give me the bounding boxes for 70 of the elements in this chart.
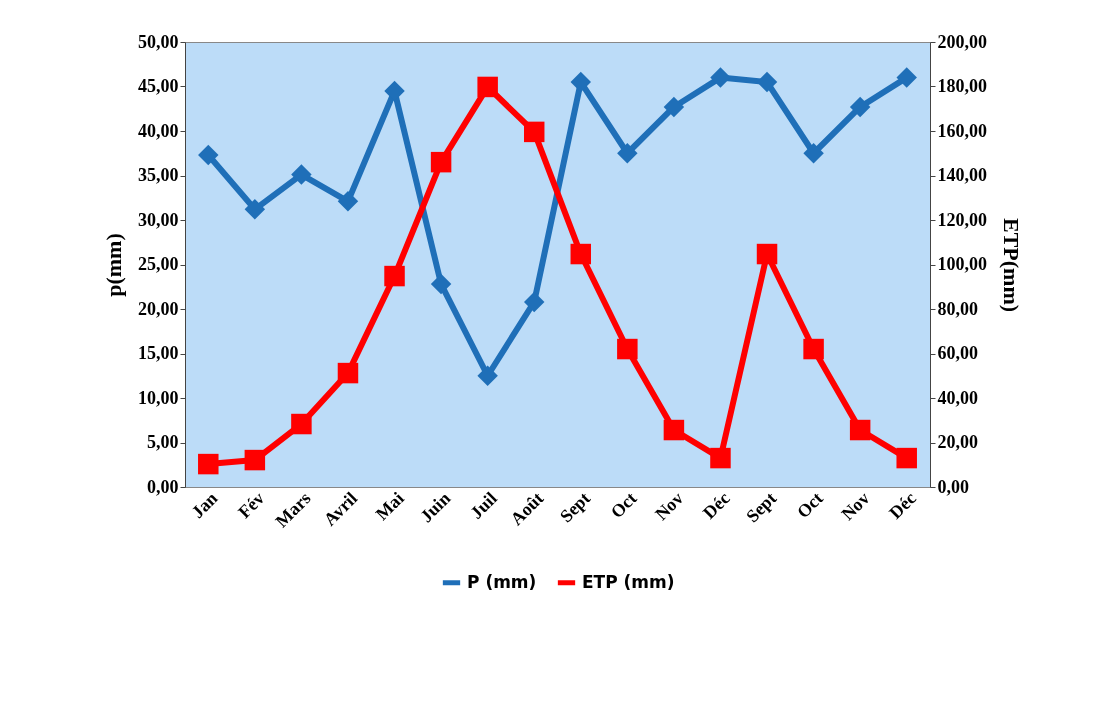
y-axis-title: p(mm) [101, 233, 126, 297]
point [663, 419, 685, 441]
point [477, 365, 498, 386]
x-tick-label: Déc [699, 488, 734, 523]
point [663, 96, 685, 118]
y2-tick-label: 120,00 [937, 209, 987, 230]
point [803, 338, 824, 360]
point [756, 243, 778, 265]
y-tick-label: 30,00 [138, 209, 179, 230]
point [337, 362, 359, 384]
y2-tick-label: 20,00 [937, 432, 978, 452]
x-tick-label: Oct [792, 488, 827, 523]
y-tick-label: 10,00 [138, 387, 179, 408]
x-tick-label: Nov [651, 488, 688, 525]
point [198, 453, 219, 475]
point [570, 243, 592, 265]
y2-tick-label: 40,00 [937, 387, 978, 408]
y-tick-label: 40,00 [138, 120, 179, 141]
legend-label: P (mm) [467, 571, 537, 592]
point [244, 199, 266, 220]
point [523, 291, 545, 313]
y-tick-label: 45,00 [138, 76, 179, 96]
point [337, 191, 359, 212]
y2-tick-label: 180,00 [937, 76, 987, 96]
point [803, 143, 824, 164]
point [523, 121, 545, 143]
point [849, 419, 871, 441]
point [849, 96, 871, 118]
x-tick-label: Déc [885, 488, 920, 523]
x-tick-label: Oct [606, 488, 641, 523]
y-tick-label: 15,00 [138, 343, 179, 363]
x-tick-label: Fév [234, 488, 269, 523]
point [570, 71, 592, 93]
x-tick-label: Juil [466, 488, 501, 523]
x-tick-label: Mai [371, 488, 408, 525]
y2-tick-label: 80,00 [937, 298, 978, 319]
point [710, 67, 731, 88]
point [291, 164, 312, 185]
point [430, 273, 452, 295]
x-tick-label: Sept [742, 488, 781, 527]
y2-tick-label: 100,00 [937, 254, 987, 274]
point [617, 143, 638, 164]
point [384, 265, 405, 287]
point [710, 447, 731, 469]
point [896, 447, 917, 469]
x-tick-label: Nov [837, 488, 874, 525]
point [617, 338, 638, 360]
y2-tick-label: 160,00 [937, 120, 987, 141]
y2-tick-label: 140,00 [937, 165, 987, 185]
point [291, 413, 312, 435]
y2-tick-label: 60,00 [937, 343, 978, 363]
point [198, 144, 219, 166]
point [477, 76, 498, 98]
point [896, 67, 917, 88]
y2-tick-label: 0,00 [937, 476, 969, 497]
y-tick-label: 25,00 [138, 254, 179, 274]
legend-label: ETP (mm) [582, 571, 675, 592]
x-tick-label: Jan [187, 488, 222, 523]
point [430, 151, 452, 173]
x-tick-label: Juin [416, 488, 455, 527]
y-tick-label: 0,00 [147, 476, 179, 497]
y2-tick-label: 200,00 [937, 31, 987, 52]
y-tick-label: 35,00 [138, 165, 179, 185]
y-tick-label: 5,00 [147, 432, 179, 452]
point [756, 71, 778, 93]
y2-axis-title: ETP(mm) [999, 217, 1024, 313]
y-tick-label: 20,00 [138, 298, 179, 319]
y-tick-label: 50,00 [138, 31, 179, 52]
x-tick-label: Sept [555, 488, 595, 527]
point [244, 449, 266, 471]
